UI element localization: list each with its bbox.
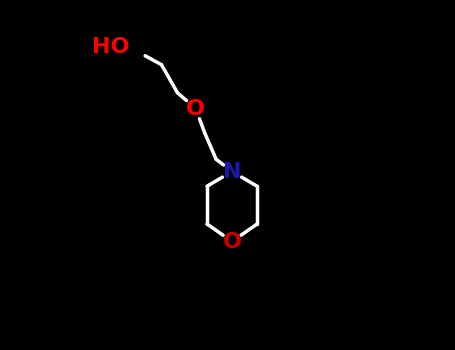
- Text: HO: HO: [92, 37, 130, 57]
- Text: O: O: [222, 231, 242, 252]
- Text: N: N: [223, 161, 241, 182]
- Text: O: O: [186, 98, 205, 119]
